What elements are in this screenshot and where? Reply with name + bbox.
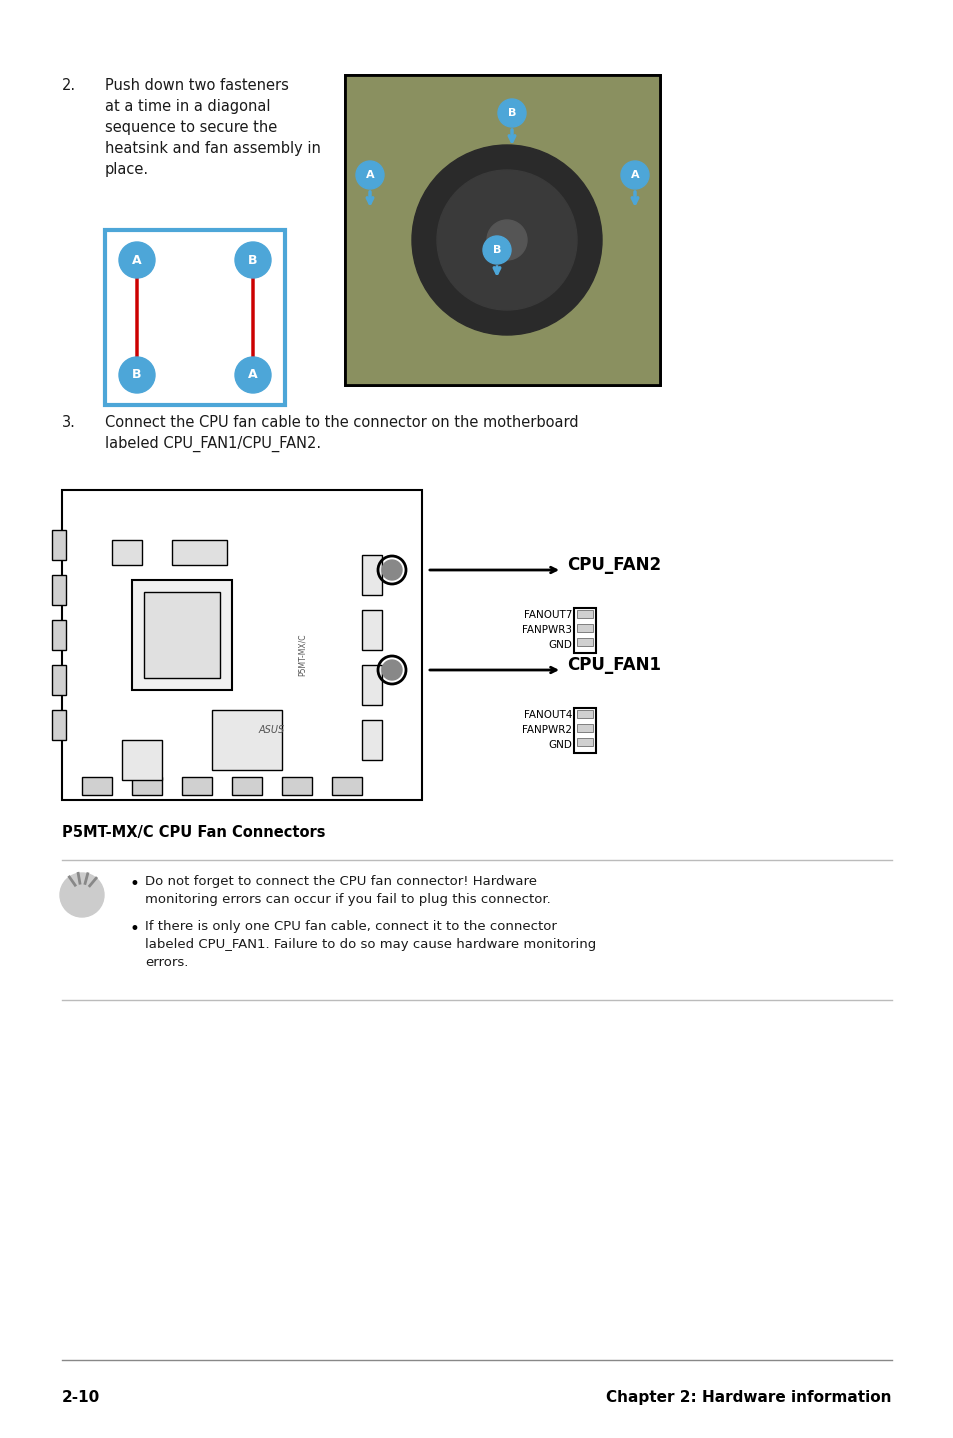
Text: Do not forget to connect the CPU fan connector! Hardware
monitoring errors can o: Do not forget to connect the CPU fan con… — [145, 874, 550, 906]
Circle shape — [482, 236, 511, 265]
Text: Chapter 2: Hardware information: Chapter 2: Hardware information — [606, 1391, 891, 1405]
FancyBboxPatch shape — [577, 710, 593, 718]
Text: CPU_FAN2: CPU_FAN2 — [566, 557, 660, 574]
FancyBboxPatch shape — [122, 741, 162, 779]
FancyBboxPatch shape — [574, 608, 596, 653]
Text: Push down two fasteners
at a time in a diagonal
sequence to secure the
heatsink : Push down two fasteners at a time in a d… — [105, 78, 320, 177]
FancyBboxPatch shape — [132, 580, 232, 690]
FancyBboxPatch shape — [577, 638, 593, 646]
Text: GND: GND — [548, 741, 572, 751]
Text: P5MT-MX/C CPU Fan Connectors: P5MT-MX/C CPU Fan Connectors — [62, 825, 325, 840]
Text: GND: GND — [548, 640, 572, 650]
Text: 2.: 2. — [62, 78, 76, 93]
FancyBboxPatch shape — [82, 777, 112, 795]
Text: P5MT-MX/C: P5MT-MX/C — [297, 634, 306, 676]
FancyBboxPatch shape — [577, 723, 593, 732]
Circle shape — [381, 660, 401, 680]
FancyBboxPatch shape — [132, 777, 162, 795]
FancyBboxPatch shape — [361, 610, 381, 650]
Text: A: A — [132, 253, 142, 266]
Circle shape — [436, 170, 577, 311]
Circle shape — [234, 242, 271, 278]
Text: FANPWR3: FANPWR3 — [521, 626, 572, 636]
Circle shape — [497, 99, 525, 127]
FancyBboxPatch shape — [62, 490, 421, 800]
Text: Connect the CPU fan cable to the connector on the motherboard
labeled CPU_FAN1/C: Connect the CPU fan cable to the connect… — [105, 416, 578, 452]
Text: ASUS: ASUS — [258, 725, 285, 735]
FancyBboxPatch shape — [105, 230, 285, 406]
Text: B: B — [507, 108, 516, 118]
FancyBboxPatch shape — [577, 738, 593, 746]
Circle shape — [412, 145, 601, 335]
FancyBboxPatch shape — [52, 620, 66, 650]
Text: B: B — [493, 244, 500, 255]
Circle shape — [620, 161, 648, 188]
FancyBboxPatch shape — [345, 75, 659, 385]
FancyBboxPatch shape — [361, 555, 381, 595]
Polygon shape — [345, 75, 659, 385]
Circle shape — [355, 161, 384, 188]
FancyBboxPatch shape — [52, 664, 66, 695]
FancyBboxPatch shape — [361, 720, 381, 761]
FancyBboxPatch shape — [332, 777, 361, 795]
FancyBboxPatch shape — [112, 541, 142, 565]
FancyBboxPatch shape — [577, 610, 593, 618]
Text: CPU_FAN1: CPU_FAN1 — [566, 656, 660, 674]
Text: •: • — [130, 920, 140, 938]
Text: If there is only one CPU fan cable, connect it to the connector
labeled CPU_FAN1: If there is only one CPU fan cable, conn… — [145, 920, 596, 969]
Circle shape — [486, 220, 526, 260]
FancyBboxPatch shape — [212, 710, 282, 769]
FancyBboxPatch shape — [574, 707, 596, 754]
Text: FANOUT7: FANOUT7 — [523, 610, 572, 620]
FancyBboxPatch shape — [52, 575, 66, 605]
FancyBboxPatch shape — [232, 777, 262, 795]
FancyBboxPatch shape — [182, 777, 212, 795]
Text: A: A — [248, 368, 257, 381]
FancyBboxPatch shape — [577, 624, 593, 631]
Text: B: B — [248, 253, 257, 266]
FancyBboxPatch shape — [361, 664, 381, 705]
Text: •: • — [130, 874, 140, 893]
FancyBboxPatch shape — [282, 777, 312, 795]
Text: B: B — [132, 368, 142, 381]
Text: 3.: 3. — [62, 416, 76, 430]
Text: A: A — [365, 170, 374, 180]
Text: 2-10: 2-10 — [62, 1391, 100, 1405]
Circle shape — [234, 357, 271, 393]
FancyBboxPatch shape — [52, 710, 66, 741]
Circle shape — [119, 357, 154, 393]
Text: FANPWR2: FANPWR2 — [521, 725, 572, 735]
Circle shape — [60, 873, 104, 917]
Text: A: A — [630, 170, 639, 180]
FancyBboxPatch shape — [52, 531, 66, 559]
FancyBboxPatch shape — [144, 592, 220, 677]
Text: FANOUT4: FANOUT4 — [523, 710, 572, 720]
Circle shape — [381, 559, 401, 580]
FancyBboxPatch shape — [172, 541, 227, 565]
Circle shape — [119, 242, 154, 278]
